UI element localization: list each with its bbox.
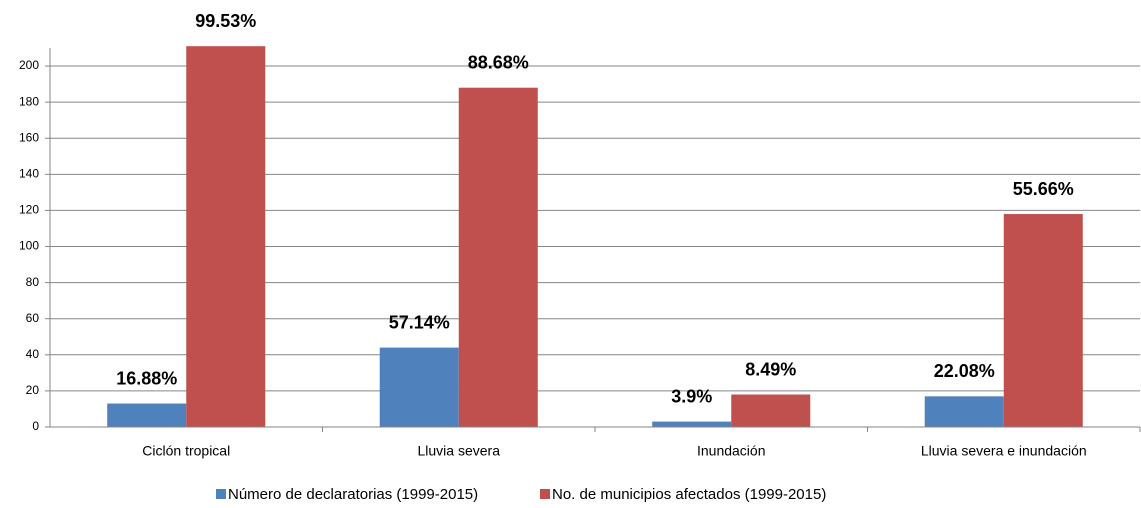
bar-label: 57.14% — [389, 312, 450, 332]
y-tick-label: 60 — [26, 311, 40, 325]
y-tick-label: 100 — [19, 239, 39, 253]
bar-label: 55.66% — [1013, 179, 1074, 199]
bar — [731, 394, 811, 427]
y-tick-label: 180 — [19, 94, 39, 108]
legend-label: Número de declaratorias (1999-2015) — [228, 486, 478, 503]
x-tick-label: Inundación — [697, 443, 766, 459]
bar — [1003, 214, 1083, 427]
bar — [186, 46, 266, 427]
bar-label: 8.49% — [745, 359, 796, 379]
bar-label: 3.9% — [671, 386, 712, 406]
y-tick-label: 80 — [26, 275, 40, 289]
bar-label: 88.68% — [468, 52, 529, 72]
y-tick-label: 120 — [19, 203, 39, 217]
bar — [458, 87, 538, 427]
x-tick-label: Lluvia severa — [418, 443, 501, 459]
bar — [924, 396, 1004, 427]
y-tick-label: 200 — [19, 58, 39, 72]
bar — [107, 403, 187, 427]
y-tick-label: 40 — [26, 347, 40, 361]
y-tick-label: 140 — [19, 167, 39, 181]
x-tick-label: Lluvia severa e inundación — [921, 443, 1087, 459]
y-tick-label: 0 — [32, 419, 39, 433]
bar — [652, 421, 732, 427]
legend-swatch — [540, 489, 550, 499]
bar-label: 16.88% — [116, 368, 177, 388]
legend-swatch — [216, 489, 226, 499]
x-tick-label: Ciclón tropical — [142, 443, 230, 459]
y-tick-label: 160 — [19, 130, 39, 144]
y-tick-label: 20 — [26, 383, 40, 397]
bar-label: 22.08% — [934, 361, 995, 381]
bar — [379, 347, 459, 427]
legend-label: No. de municipios afectados (1999-2015) — [552, 486, 826, 503]
bar-label: 99.53% — [195, 11, 256, 31]
